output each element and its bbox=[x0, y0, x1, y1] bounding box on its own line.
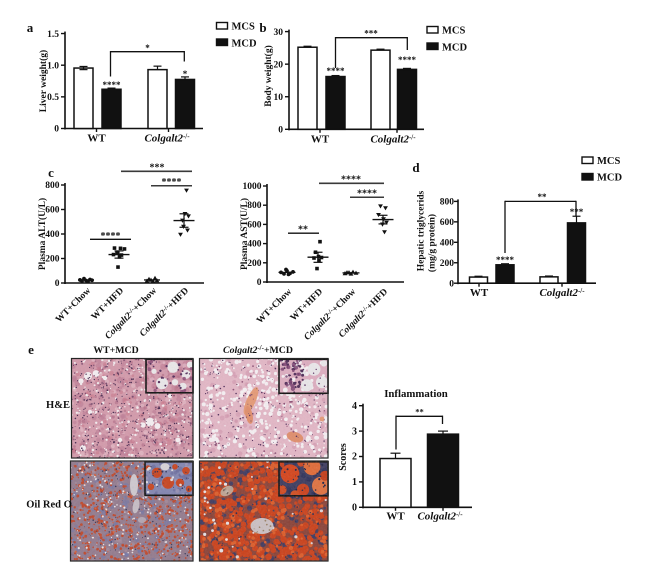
svg-text:0: 0 bbox=[55, 279, 60, 289]
svg-text:****: **** bbox=[496, 255, 515, 265]
svg-text:**: ** bbox=[298, 224, 308, 235]
svg-text:d: d bbox=[412, 160, 420, 175]
svg-text:800: 800 bbox=[440, 198, 455, 208]
svg-text:Hepatic triglycerids: Hepatic triglycerids bbox=[417, 190, 427, 271]
svg-text:20: 20 bbox=[274, 60, 284, 70]
svg-text:Plasma AST(U/L): Plasma AST(U/L) bbox=[239, 198, 250, 270]
svg-text:(mg/g protein): (mg/g protein) bbox=[427, 214, 438, 272]
svg-text:****: **** bbox=[103, 80, 122, 90]
svg-text:0.5: 0.5 bbox=[47, 93, 59, 103]
svg-text:800: 800 bbox=[247, 201, 262, 211]
svg-text:**: ** bbox=[538, 192, 548, 202]
svg-text:MCS: MCS bbox=[597, 156, 620, 167]
svg-text:****: **** bbox=[162, 177, 182, 188]
svg-text:***: *** bbox=[364, 29, 378, 39]
svg-text:Colgalt2-/-: Colgalt2-/- bbox=[370, 134, 416, 146]
svg-text:WT: WT bbox=[470, 287, 489, 299]
svg-text:0: 0 bbox=[257, 278, 262, 288]
svg-text:MCD: MCD bbox=[597, 173, 622, 184]
svg-text:MCD: MCD bbox=[232, 39, 257, 50]
svg-text:1.0: 1.0 bbox=[47, 61, 59, 71]
svg-text:WT: WT bbox=[87, 133, 106, 145]
svg-text:0: 0 bbox=[54, 125, 59, 135]
svg-text:****: **** bbox=[357, 188, 377, 199]
svg-text:10: 10 bbox=[274, 93, 284, 103]
svg-text:a: a bbox=[27, 20, 34, 35]
svg-text:****: **** bbox=[327, 66, 346, 76]
svg-text:*: * bbox=[145, 43, 150, 53]
svg-text:MCS: MCS bbox=[232, 22, 255, 33]
svg-text:400: 400 bbox=[45, 230, 60, 240]
svg-text:400: 400 bbox=[440, 239, 455, 249]
svg-text:Colgalt2-/-: Colgalt2-/- bbox=[539, 287, 585, 299]
svg-text:b: b bbox=[259, 20, 266, 35]
svg-text:800: 800 bbox=[45, 181, 60, 191]
svg-text:****: **** bbox=[341, 174, 361, 185]
svg-text:c: c bbox=[48, 165, 54, 180]
svg-text:MCS: MCS bbox=[442, 26, 465, 37]
svg-text:400: 400 bbox=[247, 240, 262, 250]
svg-text:WT: WT bbox=[311, 134, 330, 146]
svg-text:200: 200 bbox=[45, 255, 60, 265]
svg-text:0: 0 bbox=[278, 126, 283, 136]
svg-text:30: 30 bbox=[274, 28, 284, 38]
svg-text:Plasma ALT(U/L): Plasma ALT(U/L) bbox=[37, 198, 48, 270]
svg-text:600: 600 bbox=[45, 206, 60, 216]
svg-text:200: 200 bbox=[247, 259, 262, 269]
svg-text:***: *** bbox=[570, 207, 584, 217]
svg-text:600: 600 bbox=[440, 218, 455, 228]
svg-text:Colgalt2-/-: Colgalt2-/- bbox=[144, 133, 190, 145]
svg-text:1000: 1000 bbox=[243, 182, 262, 192]
svg-text:Liver weight(g): Liver weight(g) bbox=[38, 50, 49, 112]
svg-text:1.5: 1.5 bbox=[47, 30, 59, 40]
svg-text:200: 200 bbox=[440, 259, 455, 269]
svg-text:MCD: MCD bbox=[442, 43, 467, 54]
svg-text:*: * bbox=[183, 69, 188, 79]
svg-text:Body weight(g): Body weight(g) bbox=[263, 45, 274, 107]
svg-text:0: 0 bbox=[449, 279, 454, 289]
svg-text:****: **** bbox=[101, 231, 121, 242]
svg-text:****: **** bbox=[398, 55, 417, 65]
svg-text:***: *** bbox=[150, 162, 165, 173]
svg-text:600: 600 bbox=[247, 220, 262, 230]
